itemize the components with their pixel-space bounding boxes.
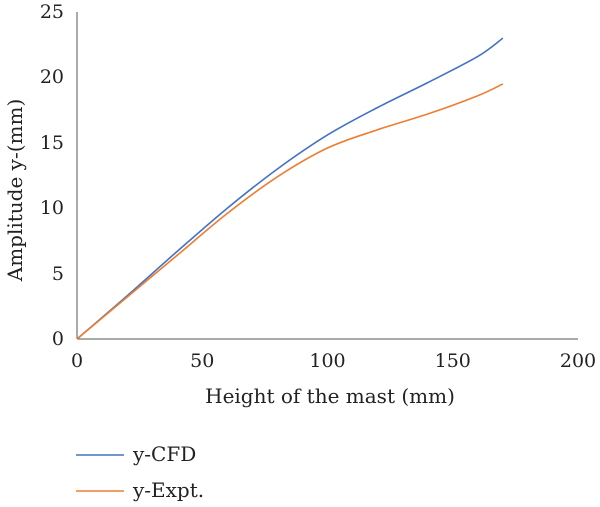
legend-item-cfd: y-CFD: [76, 442, 196, 466]
y-tick-label: 10: [40, 197, 64, 219]
series-line-cfd: [76, 37, 504, 340]
y-tick-label: 0: [52, 328, 64, 350]
plot-area: [76, 12, 578, 340]
x-tick-label: 200: [560, 350, 596, 372]
legend-label-expt: y-Expt.: [132, 478, 204, 502]
y-tick-label: 20: [40, 66, 64, 88]
x-tick-label: 150: [435, 350, 471, 372]
x-tick-label: 100: [309, 350, 345, 372]
x-axis-title: Height of the mast (mm): [205, 384, 455, 408]
x-tick-label: 50: [190, 350, 214, 372]
y-tick-label: 25: [40, 1, 64, 23]
legend: y-CFD y-Expt.: [76, 442, 204, 502]
series-layer: [76, 37, 504, 340]
y-tick-labels: 0 5 10 15 20 25: [40, 1, 64, 350]
x-tick-labels: 0 50 100 150 200: [71, 350, 596, 372]
y-tick-label: 5: [52, 263, 64, 285]
series-line-expt: [76, 83, 504, 340]
x-tick-label: 0: [71, 350, 83, 372]
y-tick-label: 15: [40, 132, 64, 154]
legend-item-expt: y-Expt.: [76, 478, 204, 502]
legend-label-cfd: y-CFD: [132, 442, 196, 466]
y-axis-title: Amplitude y-(mm): [3, 99, 27, 283]
